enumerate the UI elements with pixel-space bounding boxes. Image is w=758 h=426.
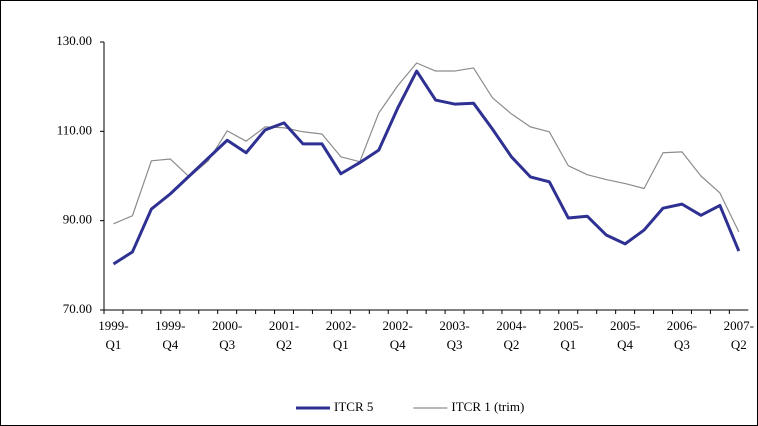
x-tick-label: 2002-Q4: [383, 318, 413, 352]
x-tick-label: 2005-Q1: [553, 318, 583, 352]
x-tick-label: 2001-Q2: [269, 318, 299, 352]
x-tick-label: 1999-Q1: [98, 318, 128, 352]
y-tick-label: 70.00: [63, 301, 92, 316]
y-tick-label: 90.00: [63, 212, 92, 227]
y-tick-label: 130.00: [56, 33, 92, 48]
legend-label: ITCR 1 (trim): [451, 399, 524, 414]
x-tick-label: 2006-Q3: [667, 318, 697, 352]
legend-label: ITCR 5: [334, 399, 373, 414]
x-tick-label: 2007-Q2: [724, 318, 754, 352]
x-tick-label: 2004-Q2: [496, 318, 526, 352]
x-tick-label: 2005-Q4: [610, 318, 640, 352]
x-tick-label: 2003-Q3: [439, 318, 469, 352]
series-line: [113, 62, 740, 233]
y-tick-label: 110.00: [57, 122, 92, 137]
x-tick-label: 1999-Q4: [155, 318, 185, 352]
x-tick-label: 2002-Q1: [326, 318, 356, 352]
series-line: [112, 69, 741, 266]
x-tick-label: 2000-Q3: [212, 318, 242, 352]
